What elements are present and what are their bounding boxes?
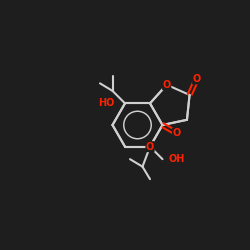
Text: O: O	[146, 142, 154, 152]
Text: O: O	[162, 80, 171, 90]
Text: OH: OH	[169, 154, 185, 164]
Text: O: O	[172, 128, 181, 138]
Text: HO: HO	[98, 98, 115, 108]
Text: O: O	[192, 74, 201, 84]
